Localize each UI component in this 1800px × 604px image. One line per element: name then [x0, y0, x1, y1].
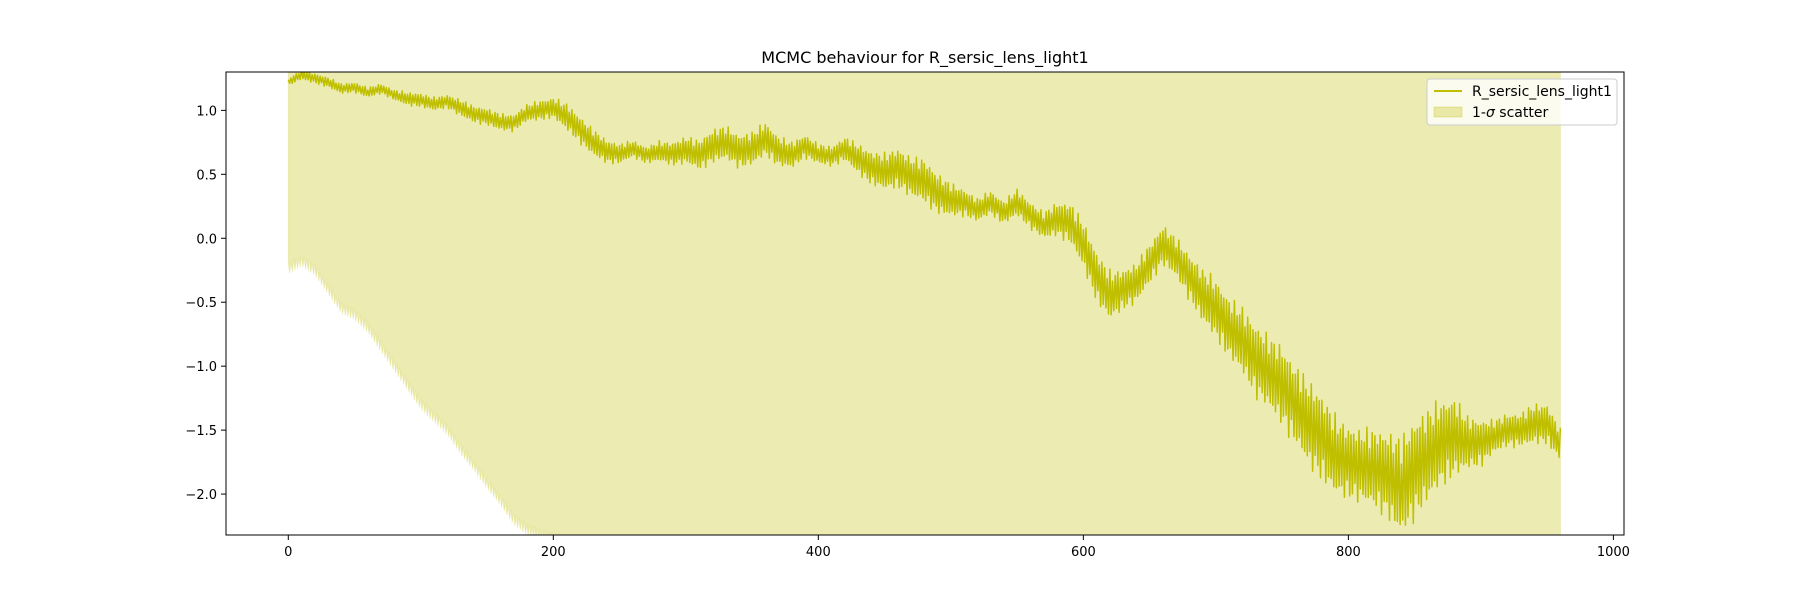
- legend-box: [1426, 78, 1618, 126]
- x-tick-label: 400: [806, 545, 831, 560]
- y-tick-label: −1.5: [185, 424, 217, 439]
- legend-band-label: 1-σ scatter: [1472, 105, 1548, 121]
- series-line-r-sersic: [287, 72, 1562, 526]
- x-tick-label: 1000: [1597, 545, 1630, 560]
- chart-title: MCMC behaviour for R_sersic_lens_light1: [761, 48, 1088, 68]
- y-axis: 1.0 0.5 0.0 −0.5 −1.0 −1.5 −2.0: [185, 104, 226, 503]
- scatter-band-layer: [287, 72, 1561, 535]
- y-tick-label: 0.0: [196, 232, 217, 247]
- y-tick-label: −1.0: [185, 360, 217, 375]
- series-line-layer: [287, 72, 1562, 526]
- legend-band-label-suffix: scatter: [1495, 105, 1549, 121]
- x-tick-label: 0: [284, 545, 292, 560]
- y-tick-label: −0.5: [185, 296, 217, 311]
- legend-band-label-prefix: 1-: [1472, 105, 1486, 121]
- plot-frame: [225, 71, 1625, 536]
- legend-line-label: R_sersic_lens_light1: [1472, 84, 1612, 100]
- legend: R_sersic_lens_light1 1-σ scatter: [1426, 78, 1618, 126]
- scatter-band: [287, 72, 1561, 535]
- legend-band-swatch: [1433, 106, 1463, 118]
- x-tick-label: 200: [541, 545, 566, 560]
- x-axis: 0 200 400 600 800 1000: [284, 535, 1630, 560]
- y-tick-label: 1.0: [196, 104, 217, 119]
- legend-band-label-sigma: σ: [1486, 105, 1496, 121]
- x-tick-label: 600: [1071, 545, 1096, 560]
- y-tick-label: 0.5: [196, 168, 217, 183]
- y-tick-label: −2.0: [185, 488, 217, 503]
- plot-area: 0 200 400 600 800 1000 1.0 0.5 0.0 −0.5 −1.0 −1.5 −…: [185, 71, 1630, 560]
- x-tick-label: 800: [1336, 545, 1361, 560]
